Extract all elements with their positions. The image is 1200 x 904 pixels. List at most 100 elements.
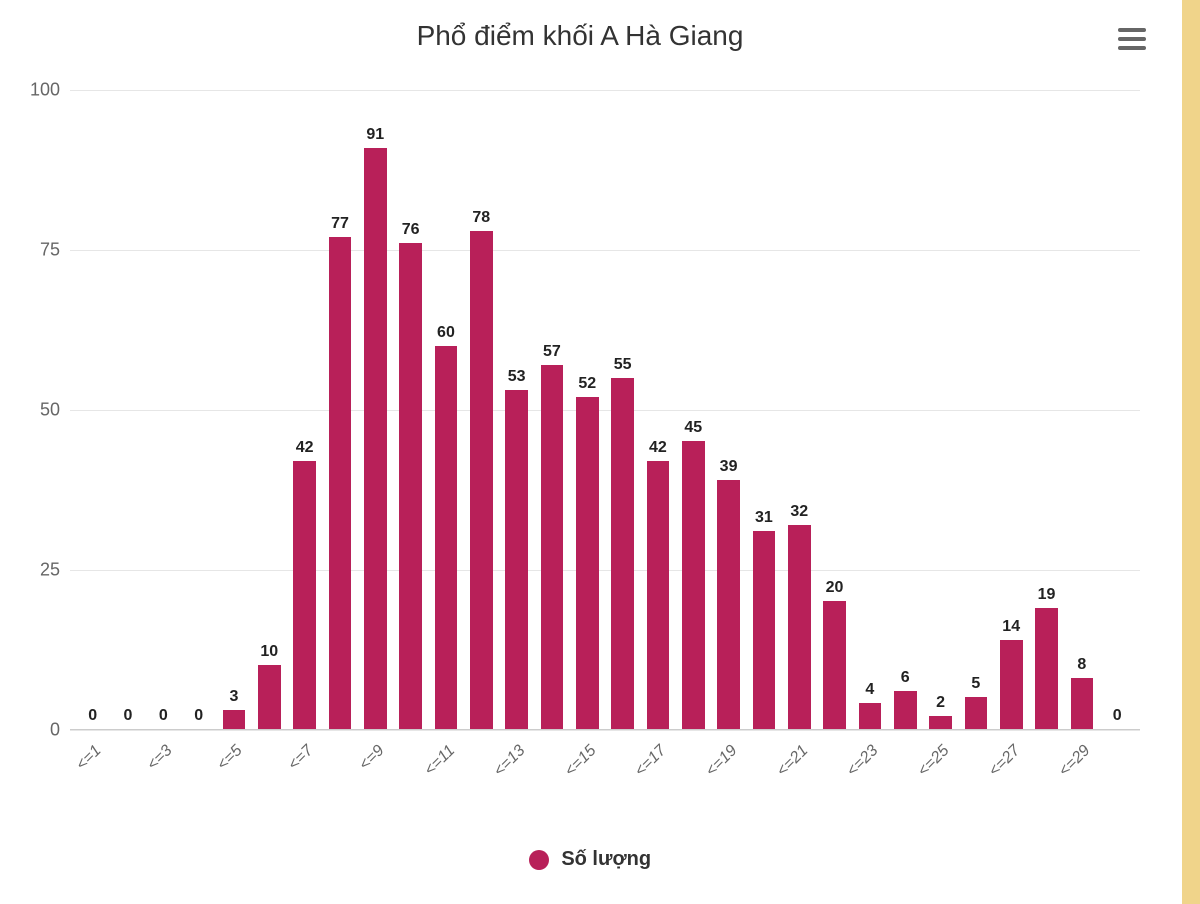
bar-value-label: 19: [1038, 586, 1056, 604]
bar-value-label: 91: [366, 126, 384, 144]
bar: 32: [782, 90, 817, 729]
bar: 8: [1064, 90, 1099, 729]
x-axis-tick-label: <=9: [356, 742, 388, 774]
bar-value-label: 76: [402, 221, 420, 239]
x-label-slot: [322, 736, 357, 796]
chart-container: Phổ điểm khối A Hà Giang 0255075100 0000…: [0, 0, 1200, 904]
menu-bar: [1118, 37, 1146, 41]
bar: 57: [534, 90, 569, 729]
y-axis-tick-label: 50: [40, 400, 60, 421]
bar: 31: [746, 90, 781, 729]
x-axis-labels: <=1<=3<=5<=7<=9<=11<=13<=15<=17<=19<=21<…: [70, 736, 1140, 796]
bar-value-label: 32: [790, 503, 808, 521]
bar-rect: [647, 461, 670, 729]
bar-value-label: 45: [684, 419, 702, 437]
bar-value-label: 8: [1077, 656, 1086, 674]
x-label-slot: <=3: [146, 736, 181, 796]
x-label-slot: <=15: [570, 736, 605, 796]
x-label-slot: <=21: [782, 736, 817, 796]
x-label-slot: <=5: [216, 736, 251, 796]
bar: 55: [605, 90, 640, 729]
bar-value-label: 42: [296, 439, 314, 457]
chart-title: Phổ điểm khối A Hà Giang: [0, 20, 1160, 52]
side-stripe: [1182, 0, 1200, 904]
x-label-slot: <=7: [287, 736, 322, 796]
bar: 60: [428, 90, 463, 729]
bar: 52: [570, 90, 605, 729]
bar-rect: [682, 441, 705, 729]
bar-value-label: 52: [578, 375, 596, 393]
bar-value-label: 31: [755, 509, 773, 527]
bar-value-label: 0: [124, 707, 133, 725]
x-label-slot: <=11: [428, 736, 463, 796]
y-axis-tick-label: 75: [40, 240, 60, 261]
bar: 45: [676, 90, 711, 729]
bar-value-label: 20: [826, 579, 844, 597]
bar: 91: [358, 90, 393, 729]
bar-rect: [894, 691, 917, 729]
bar-value-label: 77: [331, 215, 349, 233]
bar-value-label: 14: [1002, 618, 1020, 636]
x-label-slot: <=19: [711, 736, 746, 796]
bar-value-label: 0: [1113, 707, 1122, 725]
bar: 0: [75, 90, 110, 729]
bar-rect: [1035, 608, 1058, 729]
x-axis-tick-label: <=5: [214, 742, 246, 774]
bar-value-label: 0: [194, 707, 203, 725]
y-axis-tick-label: 100: [30, 80, 60, 101]
x-axis-tick-label: <=1: [73, 742, 105, 774]
bar-value-label: 78: [472, 209, 490, 227]
y-axis-tick-label: 0: [50, 720, 60, 741]
bar-value-label: 53: [508, 368, 526, 386]
bar-rect: [859, 703, 882, 729]
bar: 5: [958, 90, 993, 729]
bar-rect: [823, 601, 846, 729]
bar-value-label: 39: [720, 458, 738, 476]
bar-rect: [1000, 640, 1023, 729]
bar-value-label: 3: [230, 688, 239, 706]
bar: 77: [322, 90, 357, 729]
menu-bar: [1118, 46, 1146, 50]
hamburger-menu-icon[interactable]: [1118, 28, 1150, 54]
bar: 20: [817, 90, 852, 729]
bar-value-label: 57: [543, 343, 561, 361]
bar: 6: [888, 90, 923, 729]
gridline: [70, 730, 1140, 731]
x-axis-tick-label: <=7: [285, 742, 317, 774]
bar-value-label: 0: [159, 707, 168, 725]
bar-rect: [364, 148, 387, 729]
legend-marker-icon: [529, 850, 549, 870]
bars-group: 0000310427791766078535752554245393132204…: [70, 90, 1140, 729]
bar-rect: [611, 378, 634, 729]
bar-value-label: 4: [865, 681, 874, 699]
bar-value-label: 42: [649, 439, 667, 457]
bar-value-label: 55: [614, 356, 632, 374]
bar-value-label: 2: [936, 694, 945, 712]
legend: Số lượng: [0, 848, 1180, 871]
bar-rect: [435, 346, 458, 729]
x-label-slot: <=1: [75, 736, 110, 796]
bar: 3: [216, 90, 251, 729]
bar: 10: [252, 90, 287, 729]
bar: 19: [1029, 90, 1064, 729]
bar-rect: [929, 716, 952, 729]
bar-value-label: 6: [901, 669, 910, 687]
x-label-slot: <=25: [923, 736, 958, 796]
x-label-slot: <=13: [499, 736, 534, 796]
bar: 14: [994, 90, 1029, 729]
bar-value-label: 5: [971, 675, 980, 693]
x-axis-tick-label: <=3: [144, 742, 176, 774]
bar: 42: [287, 90, 322, 729]
y-axis-tick-label: 25: [40, 560, 60, 581]
bar-rect: [753, 531, 776, 729]
x-label-slot: [181, 736, 216, 796]
menu-bar: [1118, 28, 1146, 32]
bar-rect: [399, 243, 422, 729]
bar: 4: [852, 90, 887, 729]
x-label-slot: [1100, 736, 1135, 796]
bar-rect: [576, 397, 599, 729]
bar-rect: [541, 365, 564, 729]
x-label-slot: <=23: [852, 736, 887, 796]
bar: 0: [181, 90, 216, 729]
legend-label: Số lượng: [561, 848, 651, 870]
